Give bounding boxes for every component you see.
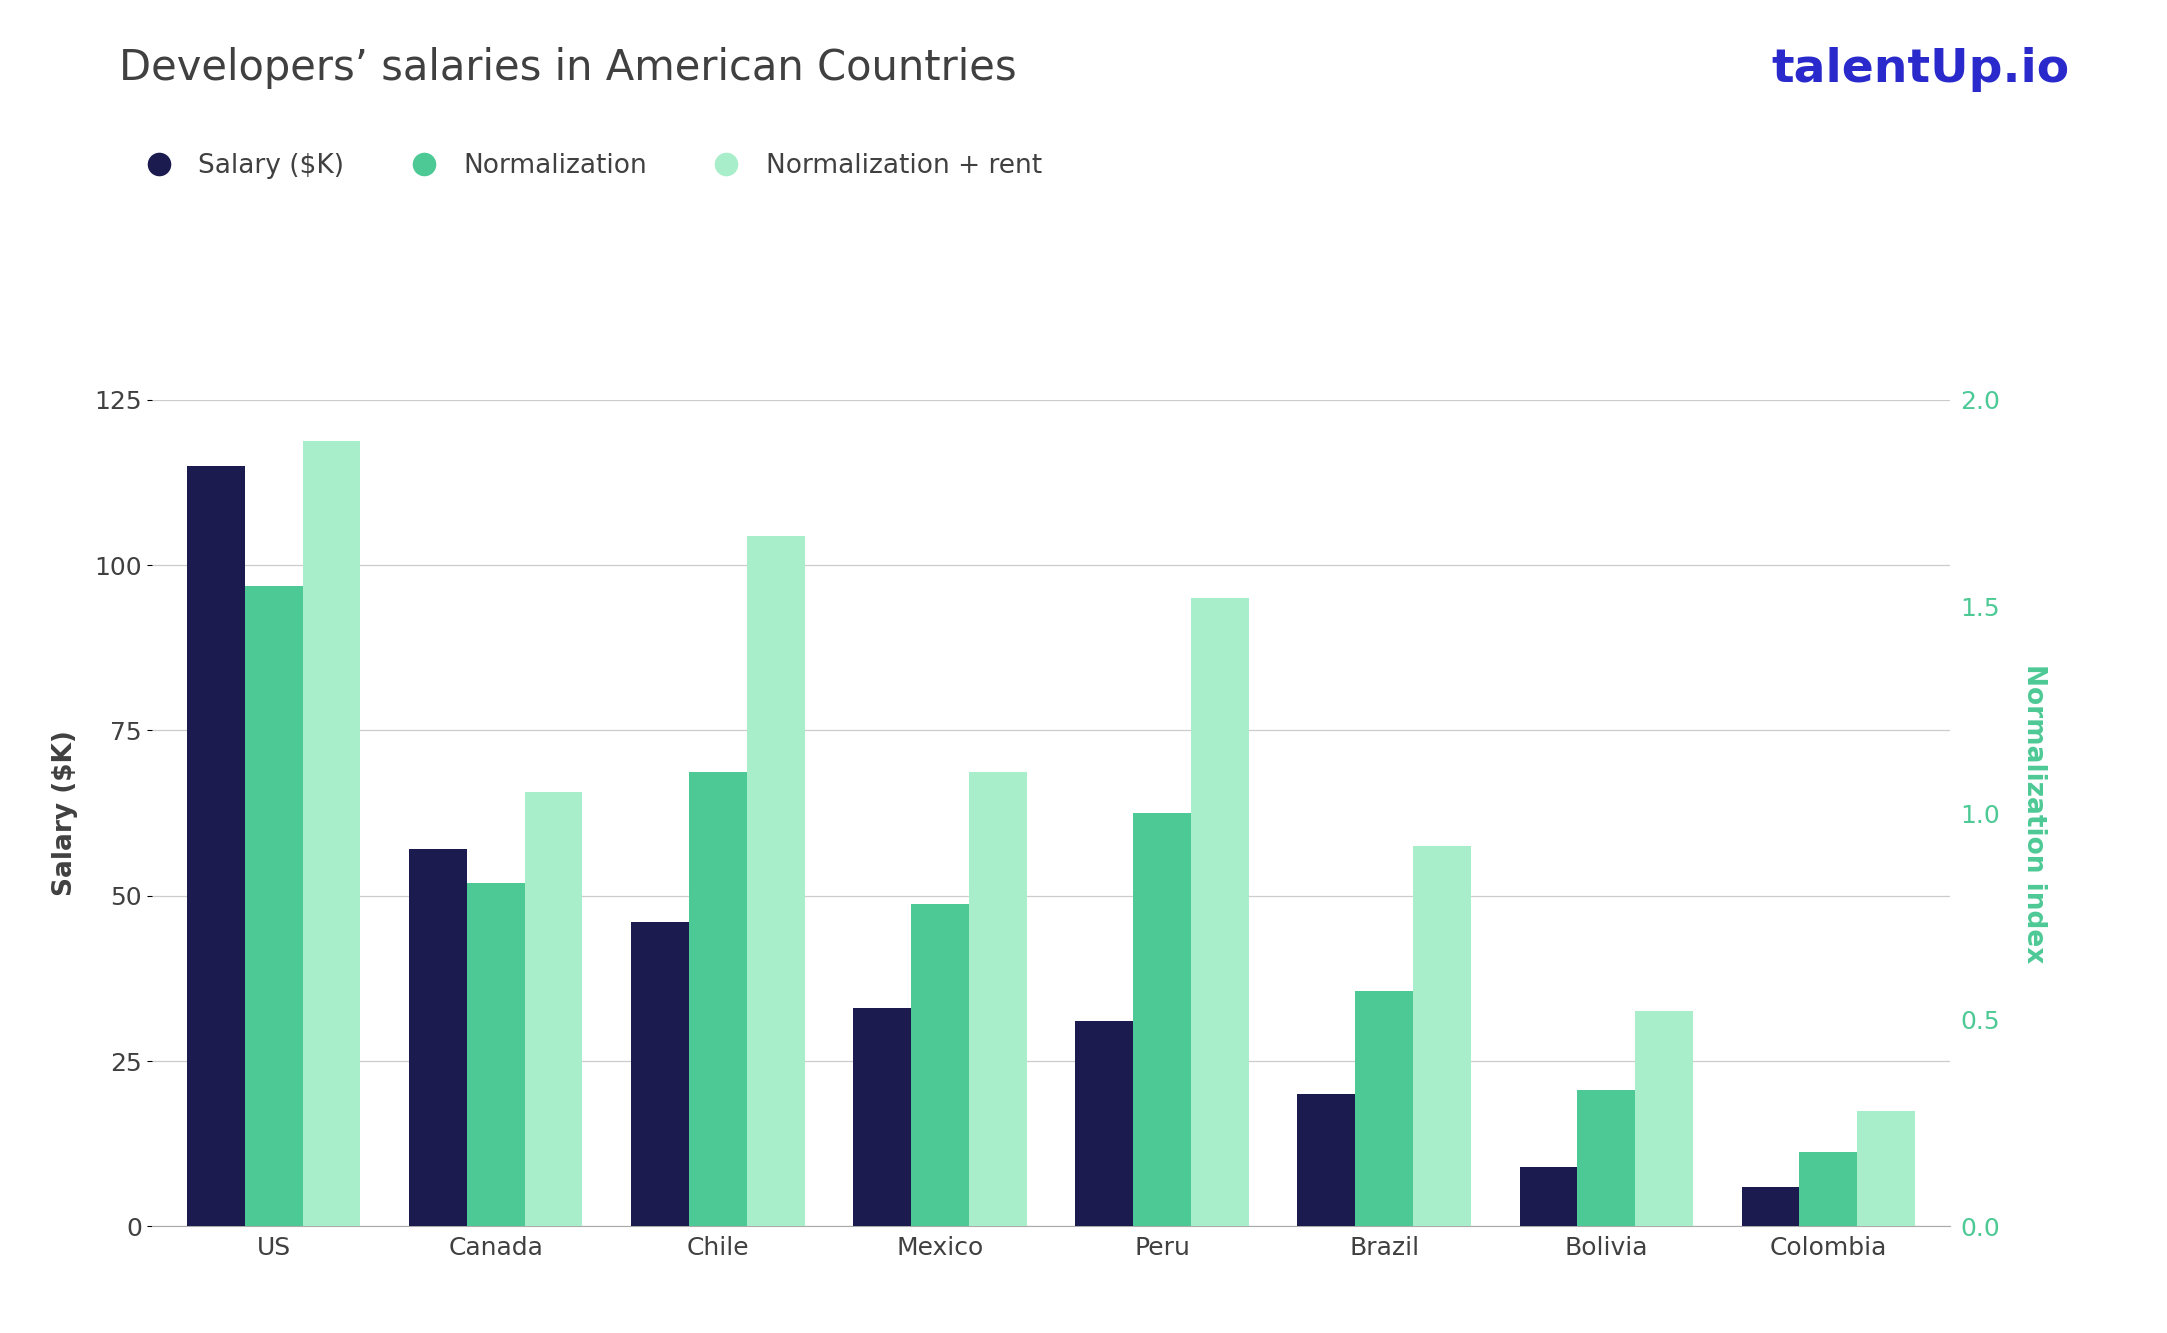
Bar <box>1354 990 1413 1226</box>
Bar <box>1742 1186 1799 1226</box>
Bar <box>631 922 689 1226</box>
Bar <box>969 772 1027 1226</box>
Text: talentUp.io: talentUp.io <box>1770 47 2069 92</box>
Bar <box>854 1008 910 1226</box>
Bar <box>1192 599 1248 1226</box>
Bar <box>1578 1090 1634 1226</box>
Bar <box>410 849 468 1226</box>
Bar <box>748 536 804 1226</box>
Legend: Salary ($K), Normalization, Normalization + rent: Salary ($K), Normalization, Normalizatio… <box>132 153 1042 179</box>
Text: Developers’ salaries in American Countries: Developers’ salaries in American Countri… <box>119 47 1016 89</box>
Bar <box>186 467 245 1226</box>
Bar <box>1634 1012 1692 1226</box>
Bar <box>524 792 583 1226</box>
Bar <box>1799 1152 1857 1226</box>
Bar <box>1857 1110 1916 1226</box>
Bar <box>1298 1094 1354 1226</box>
Bar <box>1075 1021 1133 1226</box>
Bar <box>910 904 969 1226</box>
Bar <box>689 772 748 1226</box>
Bar <box>468 884 524 1226</box>
Y-axis label: Salary ($K): Salary ($K) <box>52 730 78 896</box>
Bar <box>303 441 360 1226</box>
Bar <box>245 587 303 1226</box>
Bar <box>1413 846 1471 1226</box>
Y-axis label: Normalization index: Normalization index <box>2022 664 2046 962</box>
Bar <box>1519 1166 1578 1226</box>
Bar <box>1133 813 1192 1226</box>
